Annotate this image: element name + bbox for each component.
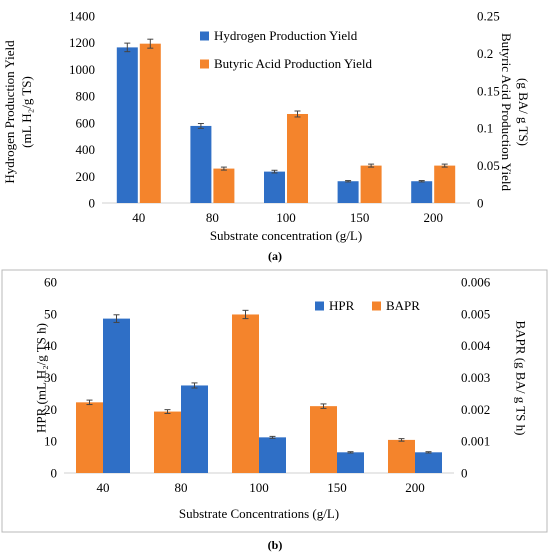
x-tick-label: 80 xyxy=(175,480,188,495)
x-axis-title: Substrate Concentrations (g/L) xyxy=(179,506,339,521)
y-tick-label: 0 xyxy=(89,196,96,211)
y-tick-label: 200 xyxy=(76,169,96,184)
y-tick-label: 800 xyxy=(76,89,96,104)
bar-bap-100 xyxy=(287,113,308,203)
y2-tick-label: 0.005 xyxy=(461,306,490,321)
bar-hyp-200 xyxy=(411,181,433,203)
chart-a: 0 200 400 600 800 1000 1200 1400 0 0.05 0.1 0.15 0.2… xyxy=(2,9,531,244)
chart-b: 0 10 20 30 40 50 60 0 0.001 0.002 0.003 0.004 0.005 0… xyxy=(34,275,529,522)
y-tick-label: 0 xyxy=(51,466,58,481)
y2-axis-title: BAPR (g BA/ g TS h) xyxy=(514,321,529,436)
x-tick-label: 80 xyxy=(206,210,219,225)
y2-tick-label: 0 xyxy=(461,466,468,481)
legend-label-bapr: BAPR xyxy=(386,298,420,313)
y2-axis-title: (g BA/ g TS) xyxy=(516,78,531,146)
bar-hyp-100 xyxy=(264,171,285,203)
y-axis-title: Hydrogen Production Yield xyxy=(2,40,17,184)
y-tick-label: 20 xyxy=(44,402,57,417)
x-tick-label: 150 xyxy=(350,210,370,225)
y-tick-label: 1200 xyxy=(69,35,95,50)
x-tick-label: 100 xyxy=(249,480,269,495)
bar-bapr-80 xyxy=(154,411,181,473)
bar-bapr-150 xyxy=(310,406,337,473)
legend-swatch-hyp xyxy=(200,31,209,41)
panel-label-b: (b) xyxy=(268,538,283,552)
y-tick-label: 10 xyxy=(44,434,57,449)
bar-bapr-100 xyxy=(232,314,259,473)
y-axis-title: (mL H₂/g TS) xyxy=(19,76,34,148)
y-tick-label: 50 xyxy=(44,306,57,321)
y-tick-label: 30 xyxy=(44,370,57,385)
y2-tick-label: 0.2 xyxy=(477,46,493,61)
bar-bapr-200 xyxy=(388,439,415,473)
bar-hpr-150 xyxy=(337,452,364,473)
y2-tick-label: 0 xyxy=(477,196,484,211)
y2-tick-label: 0.004 xyxy=(461,338,491,353)
bar-hyp-150 xyxy=(337,181,359,203)
panel-label-a: (a) xyxy=(268,249,282,263)
x-tick-label: 200 xyxy=(405,480,425,495)
bar-bap-150 xyxy=(360,165,382,203)
y-tick-label: 400 xyxy=(76,142,96,157)
y-tick-label: 60 xyxy=(44,275,57,290)
x-tick-label: 200 xyxy=(423,210,443,225)
y-tick-label: 1000 xyxy=(69,62,95,77)
legend-swatch-hpr xyxy=(315,301,324,311)
bar-bapr-40 xyxy=(76,402,103,473)
legend-label-bap: Butyric Acid Production Yield xyxy=(214,56,373,71)
legend-swatch-bapr xyxy=(372,301,381,311)
bar-hpr-100 xyxy=(259,437,286,473)
bar-hpr-80 xyxy=(181,385,208,473)
y-tick-label: 1400 xyxy=(69,9,95,24)
panel-b-frame xyxy=(1,269,548,533)
bar-hyp-80 xyxy=(190,125,212,203)
legend-label-hyp: Hydrogen Production Yield xyxy=(214,28,358,43)
y2-tick-label: 0.002 xyxy=(461,402,490,417)
x-tick-label: 100 xyxy=(276,210,296,225)
x-axis-title: Substrate concentration (g/L) xyxy=(210,228,362,243)
y2-tick-label: 0.15 xyxy=(477,83,500,98)
bar-bap-80 xyxy=(213,168,235,203)
bar-hpr-200 xyxy=(415,452,442,473)
x-tick-label: 40 xyxy=(97,480,110,495)
y2-tick-label: 0.1 xyxy=(477,121,493,136)
bar-hyp-40 xyxy=(116,47,138,204)
legend-label-hpr: HPR xyxy=(329,298,355,313)
y2-tick-label: 0.25 xyxy=(477,9,500,24)
bar-bap-200 xyxy=(434,165,456,203)
x-tick-label: 40 xyxy=(132,210,145,225)
y2-tick-label: 0.006 xyxy=(461,275,491,290)
y2-tick-label: 0.001 xyxy=(461,434,490,449)
x-tick-label: 150 xyxy=(327,480,347,495)
legend-swatch-bap xyxy=(200,59,209,69)
y-tick-label: 40 xyxy=(44,338,57,353)
y2-tick-label: 0.003 xyxy=(461,370,490,385)
y-axis-title: HPR (mL H₂/g TS h) xyxy=(34,323,49,433)
bar-hpr-40 xyxy=(103,318,130,473)
y2-tick-label: 0.05 xyxy=(477,158,500,173)
y2-axis-title: Butyric Acid Production Yield xyxy=(499,33,514,192)
y-tick-label: 600 xyxy=(76,115,96,130)
bar-bap-40 xyxy=(139,43,161,204)
